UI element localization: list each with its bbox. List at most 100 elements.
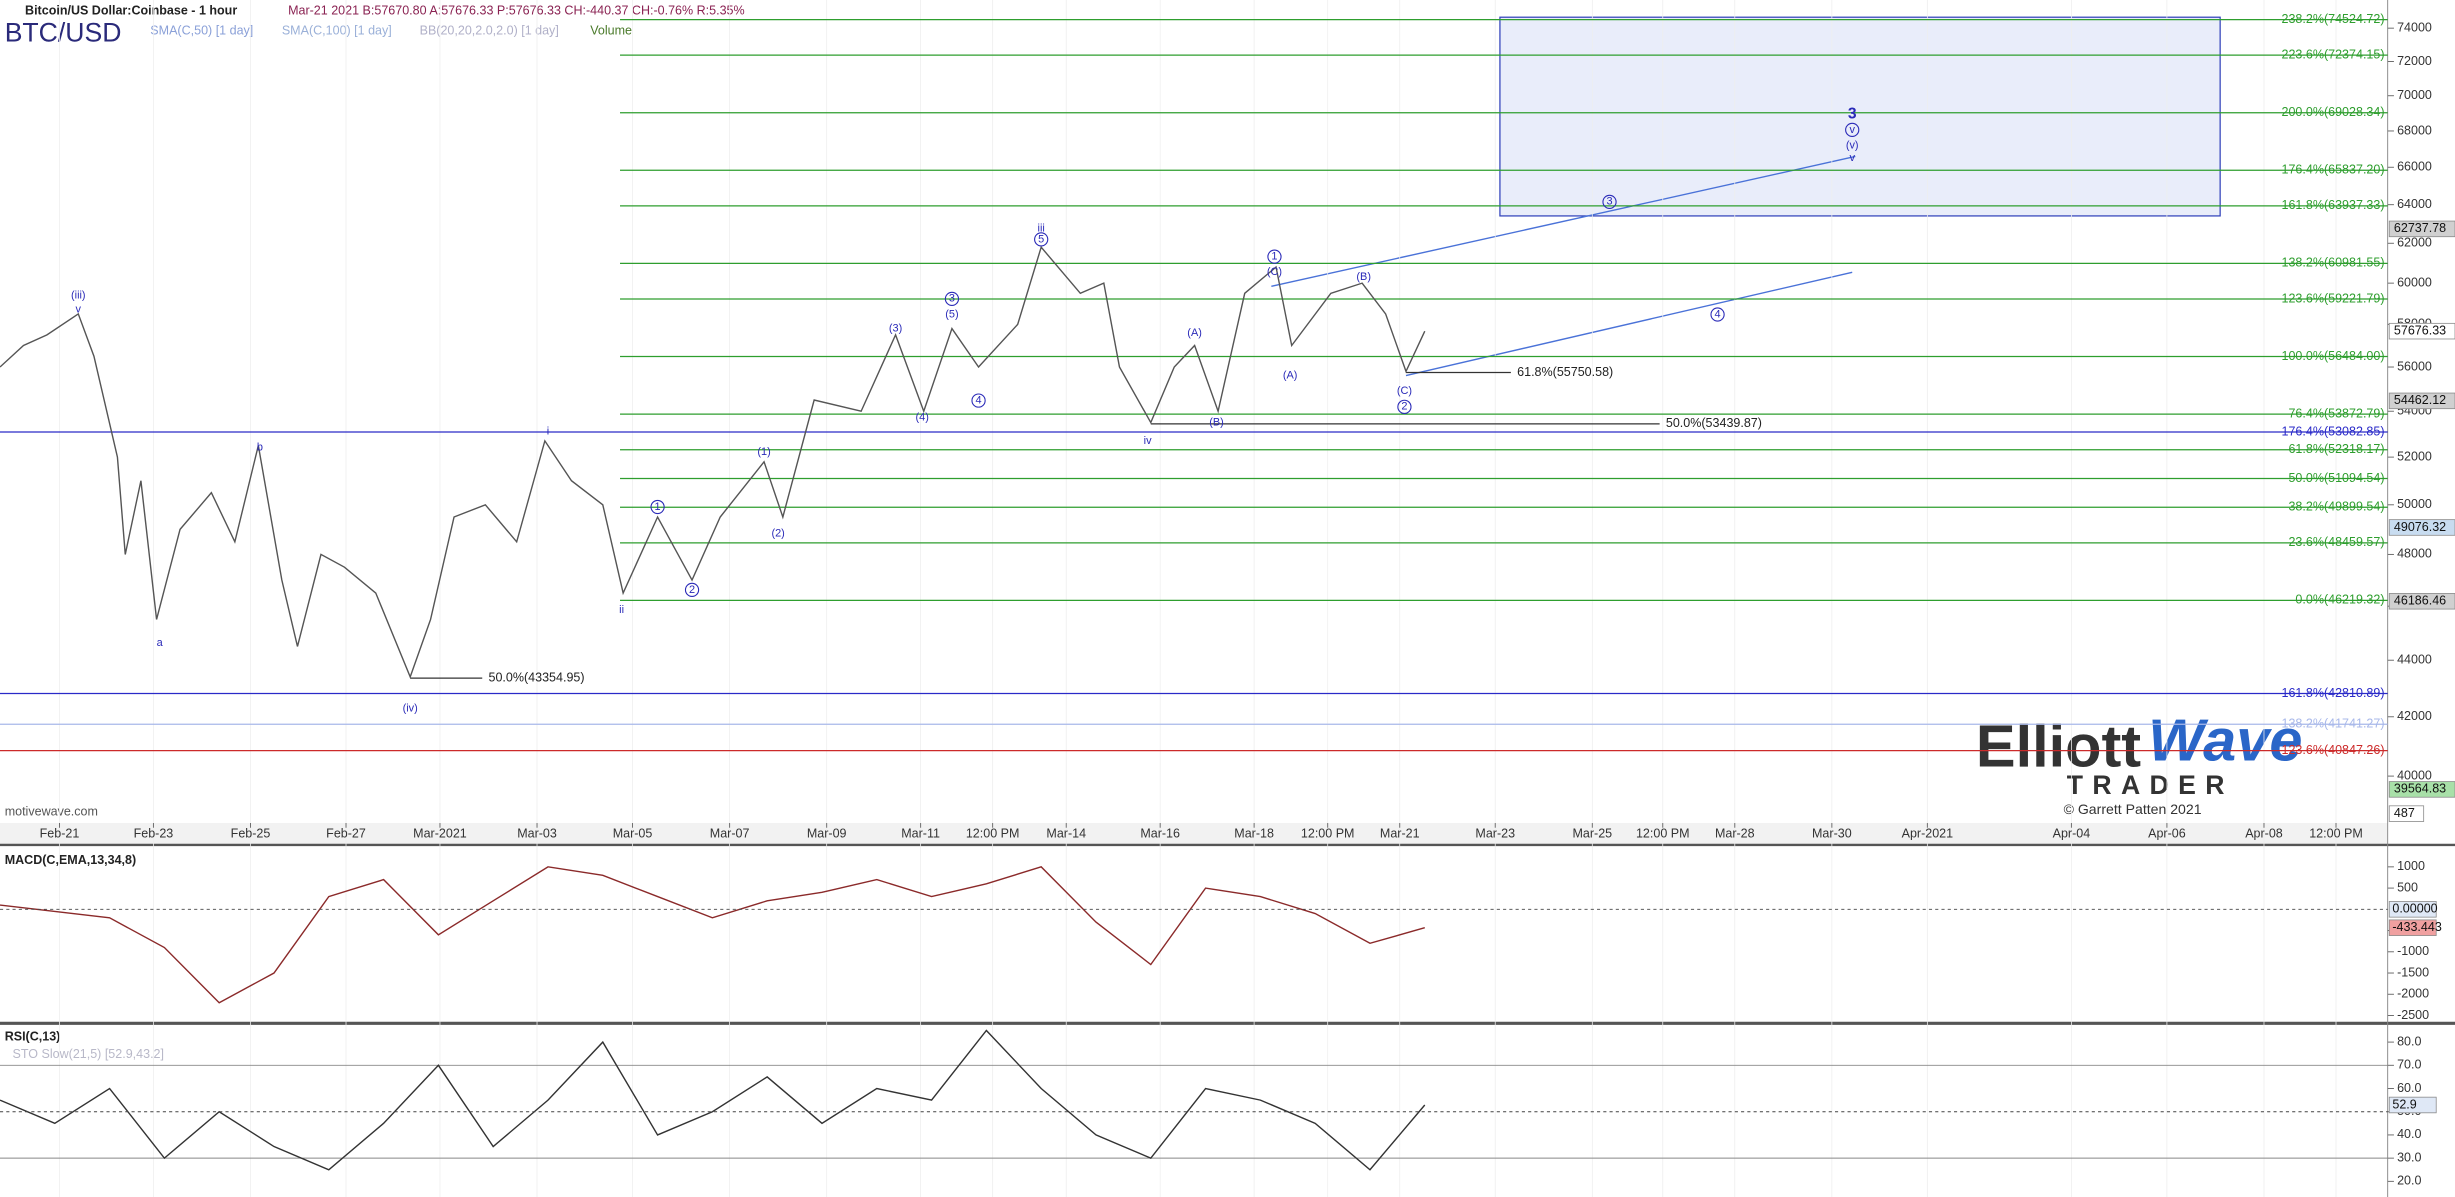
y-tick-label: 56000 <box>2397 359 2432 373</box>
x-tick-label: Mar-07 <box>710 826 750 840</box>
wave-circle <box>1602 194 1617 209</box>
indicator-label: BB(20,20,2.0,2.0) [1 day] <box>420 24 559 38</box>
wave-circle <box>1267 249 1282 264</box>
y-tick-label: 74000 <box>2397 20 2432 34</box>
y-tick-label: 66000 <box>2397 160 2432 174</box>
wave-circle <box>1034 232 1049 247</box>
wave-label: (3) <box>889 322 902 334</box>
x-tick-label: Mar-09 <box>807 826 847 840</box>
x-tick-label: Mar-23 <box>1475 826 1515 840</box>
fib-label: 123.6%(40847.26) <box>2282 743 2385 757</box>
wave-circle <box>1710 307 1725 322</box>
y-tick-label: 48000 <box>2397 547 2432 561</box>
y-tick-label: 30.0 <box>2397 1150 2421 1164</box>
logo-text: Wave <box>2148 707 2302 774</box>
fib-label: 200.0%(69028.34) <box>2282 105 2385 119</box>
y-tick-label: -1000 <box>2397 944 2429 958</box>
logo-text: TRADER <box>2067 770 2234 800</box>
wave-label: (1) <box>757 446 770 458</box>
x-tick-label: Apr-06 <box>2148 826 2186 840</box>
indicator-label: SMA(C,100) [1 day] <box>282 24 392 38</box>
wave-circle <box>650 499 665 515</box>
price-tag <box>2388 220 2455 238</box>
price-tag <box>2388 322 2455 340</box>
y-tick-label: 60.0 <box>2397 1081 2421 1095</box>
wave-label: a <box>157 637 164 649</box>
wave-label: (iii) <box>71 290 86 302</box>
target-box <box>1499 16 2221 217</box>
x-tick-label: 12:00 PM <box>1301 826 1355 840</box>
x-tick-label: Mar-03 <box>517 826 557 840</box>
wave-circle <box>971 393 986 408</box>
price-line <box>0 245 1426 679</box>
x-tick-label: Feb-27 <box>326 826 366 840</box>
value-tag-label: -433.443 <box>2392 920 2441 934</box>
retracement-label: 50.0%(53439.87) <box>1666 416 1762 430</box>
y-tick-label: 500 <box>2397 880 2418 894</box>
y-tick-label: 70000 <box>2397 88 2432 102</box>
wave-label: (4) <box>916 412 929 424</box>
y-tick-label: 60000 <box>2397 275 2432 289</box>
y-tick-label: 70.0 <box>2397 1058 2421 1072</box>
x-tick-label: Feb-25 <box>231 826 271 840</box>
wave-label: (A) <box>1283 369 1298 381</box>
fib-label: 123.6%(59221.79) <box>2282 291 2385 305</box>
y-tick-label: 44000 <box>2397 653 2432 667</box>
wave-label: 5 <box>1038 233 1044 245</box>
y-tick-label: 64000 <box>2397 197 2432 211</box>
retracement-label: 61.8%(55750.58) <box>1517 365 1613 379</box>
x-tick-label: Apr-2021 <box>1902 826 1954 840</box>
y-tick-label: 20.0 <box>2397 1174 2421 1188</box>
x-tick-label: Mar-30 <box>1812 826 1852 840</box>
x-tick-label: Feb-21 <box>40 826 80 840</box>
wave-circle <box>1397 399 1412 414</box>
price-tag-label: 54462.12 <box>2394 393 2446 407</box>
x-tick-label: Mar-18 <box>1234 826 1274 840</box>
x-tick-label: 12:00 PM <box>966 826 1020 840</box>
trend-line <box>1271 155 1856 288</box>
panel-title: MACD(C,EMA,13,34,8) <box>5 853 136 867</box>
price-line <box>0 866 1425 1004</box>
wave-label: (2) <box>771 527 784 539</box>
fib-label: 61.8%(52318.17) <box>2288 442 2384 456</box>
fib-label: 38.2%(49899.54) <box>2288 500 2384 514</box>
wave-label: (v) <box>1846 139 1859 151</box>
y-tick-label: -2500 <box>2397 1008 2429 1022</box>
x-tick-label: 12:00 PM <box>1636 826 1690 840</box>
wave-label: iii <box>1038 222 1045 234</box>
wave-circle <box>944 291 960 306</box>
x-tick-label: Feb-23 <box>134 826 174 840</box>
volume-tag-label: 487 <box>2394 806 2415 820</box>
wave-label: (C) <box>1267 266 1282 278</box>
wave-label: (C) <box>1397 385 1412 397</box>
watermark: motivewave.com <box>5 804 98 818</box>
price-tag-label: 39564.83 <box>2394 782 2446 796</box>
wave-label: 4 <box>1715 308 1721 320</box>
quote: Mar-21 2021 B:57670.80 A:57676.33 P:5767… <box>288 3 745 17</box>
y-tick-label: 42000 <box>2397 709 2432 723</box>
fib-label: 76.4%(53872.79) <box>2288 406 2384 420</box>
wave-label: 1 <box>1271 251 1277 263</box>
value-tag <box>2388 901 2437 918</box>
wave-label: (B) <box>1356 271 1371 283</box>
value-tag <box>2388 919 2437 936</box>
y-tick-label: 80.0 <box>2397 1034 2421 1048</box>
wave-label: 1 <box>655 501 661 513</box>
fib-label: 238.2%(74524.72) <box>2282 12 2385 26</box>
wave-label: 3 <box>949 293 955 305</box>
x-tick-label: Mar-05 <box>613 826 653 840</box>
fib-label: 50.0%(51094.54) <box>2288 471 2384 485</box>
symbol: BTC/USD <box>5 17 122 47</box>
wave-circle <box>684 582 700 598</box>
price-tag-label: 46186.46 <box>2394 594 2446 608</box>
y-tick-label: 40000 <box>2397 768 2432 782</box>
wave-label: (B) <box>1209 416 1224 428</box>
fib-label: 138.2%(60981.55) <box>2282 256 2385 270</box>
wave-label: v <box>1849 152 1855 164</box>
x-tick-label: Mar-2021 <box>413 826 467 840</box>
fib-label: 161.8%(42810.89) <box>2282 686 2385 700</box>
wave-label: (A) <box>1187 327 1202 339</box>
title: Bitcoin/US Dollar:Coinbase - 1 hour <box>25 3 237 17</box>
